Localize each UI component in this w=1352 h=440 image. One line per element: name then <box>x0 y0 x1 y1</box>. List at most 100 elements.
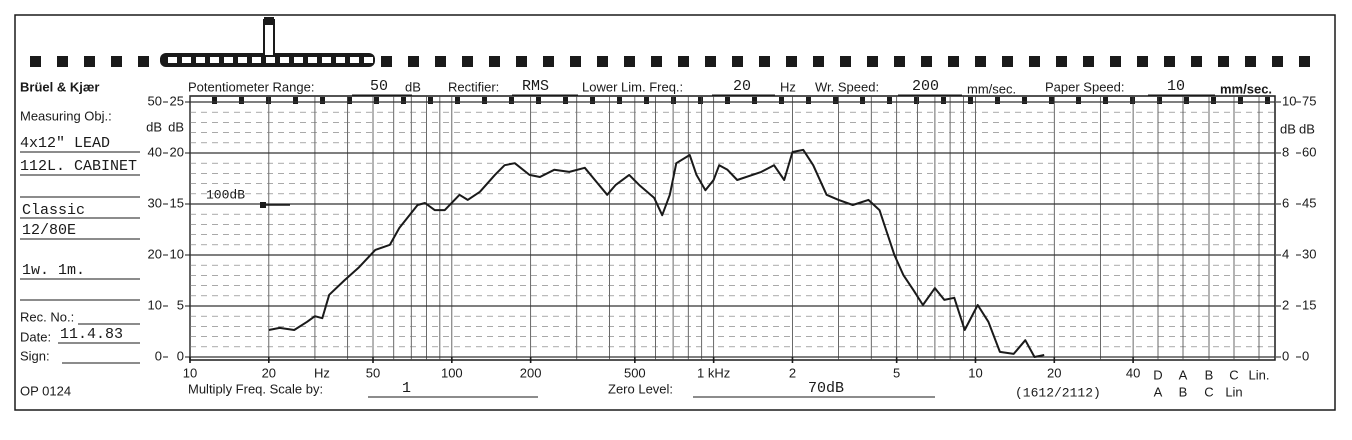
annotation-dot <box>260 202 266 208</box>
sprocket-hole <box>435 56 446 67</box>
obj-line: 112L. CABINET <box>20 158 137 175</box>
frame-notch <box>887 97 892 104</box>
y-tick-label-inner: 25 <box>170 93 184 108</box>
chain-window <box>196 57 205 63</box>
frame-notch <box>563 97 568 104</box>
mult-value: 1 <box>402 380 411 397</box>
x-tick-label: 50 <box>366 365 380 380</box>
frame-notch <box>1265 97 1270 104</box>
frame-notch <box>212 97 217 104</box>
chain-window <box>364 57 373 63</box>
frame-notch <box>860 97 865 104</box>
weighting-label-bottom: Lin <box>1225 384 1242 399</box>
frame-notch <box>320 97 325 104</box>
y-tick-label-inner: 0 <box>177 348 184 363</box>
sprocket-hole <box>30 56 41 67</box>
chain-window <box>350 57 359 63</box>
pot-unit: dB <box>405 79 421 94</box>
chain-window <box>308 57 317 63</box>
sprocket-hole <box>786 56 797 67</box>
obj-line: Classic <box>22 202 85 219</box>
obj-line: 12/80E <box>22 222 76 239</box>
chain-tab <box>263 19 275 57</box>
obj-line: 4x12" LEAD <box>20 135 110 152</box>
y2-tick-label: 10 <box>1282 93 1296 108</box>
sprocket-hole <box>1137 56 1148 67</box>
sprocket-hole <box>597 56 608 67</box>
sprocket-hole <box>489 56 500 67</box>
sprocket-hole <box>408 56 419 67</box>
frame-notch <box>1049 97 1054 104</box>
sprocket-hole <box>894 56 905 67</box>
frame-notch <box>995 97 1000 104</box>
frame-notch <box>455 97 460 104</box>
frame-notch <box>536 97 541 104</box>
zero-label: Zero Level: <box>608 381 673 396</box>
sprocket-hole <box>1218 56 1229 67</box>
sprocket-hole <box>57 56 68 67</box>
sprocket-hole <box>1164 56 1175 67</box>
pot-label: Potentiometer Range: <box>188 79 314 94</box>
sprocket-hole <box>1110 56 1121 67</box>
x-tick-label: 20 <box>262 365 276 380</box>
y2-tick-label: 4 <box>1282 246 1289 261</box>
x-tick-label: 20 <box>1047 365 1061 380</box>
llf-unit: Hz <box>780 79 796 94</box>
frame-notch <box>374 97 379 104</box>
weighting-label: B <box>1205 367 1214 382</box>
llf-label: Lower Lim. Freq.: <box>582 79 683 94</box>
ps-unit: mm/sec. <box>1220 81 1272 96</box>
x-unit: Hz <box>314 365 330 380</box>
x-tick-label: 5 <box>893 365 900 380</box>
y-tick-label-inner: 15 <box>170 195 184 210</box>
x-tick-label: 100 <box>441 365 463 380</box>
y-tick-label-outer: 10 <box>148 297 162 312</box>
x-tick-label: 500 <box>624 365 646 380</box>
frame-notch <box>1130 97 1135 104</box>
sprocket-hole <box>921 56 932 67</box>
y2-tick-label-outer: 30 <box>1302 246 1316 261</box>
response-curve <box>268 148 1045 358</box>
sprocket-hole <box>111 56 122 67</box>
chain-window <box>294 57 303 63</box>
x-tick-label: 10 <box>183 365 197 380</box>
sprocket-hole <box>678 56 689 67</box>
chain-window <box>238 57 247 63</box>
mult-label: Multiply Freq. Scale by: <box>188 381 323 396</box>
y-tick-label-inner: 5 <box>177 297 184 312</box>
y-unit-inner: dB <box>168 119 184 134</box>
weighting-label-bottom: C <box>1204 384 1213 399</box>
chain-window <box>252 57 261 63</box>
frame-notch <box>671 97 676 104</box>
form-code: OP 0124 <box>20 383 71 398</box>
wr-label: Wr. Speed: <box>815 79 879 94</box>
frame-notch <box>968 97 973 104</box>
wr-value: 200 <box>912 78 939 95</box>
rect-label: Rectifier: <box>448 79 499 94</box>
sprocket-hole <box>381 56 392 67</box>
sheet-border <box>14 14 1336 411</box>
y2-tick-label-outer: 0 <box>1302 348 1309 363</box>
ps-value: 10 <box>1167 78 1185 95</box>
x-tick-label: 2 <box>789 365 796 380</box>
frame-notch <box>644 97 649 104</box>
y-tick-label-inner: 10 <box>170 246 184 261</box>
sprocket-hole <box>1029 56 1040 67</box>
y-tick-label-outer: 0 <box>155 348 162 363</box>
y2-unit: dB <box>1280 121 1296 136</box>
chain-tab-top <box>264 17 274 25</box>
llf-value: 20 <box>733 78 751 95</box>
y-tick-label-outer: 50 <box>148 93 162 108</box>
sheet-code: (1612/2112) <box>1015 385 1101 400</box>
sprocket-hole <box>624 56 635 67</box>
frame-notch <box>1076 97 1081 104</box>
frame-notch <box>698 97 703 104</box>
sprocket-hole <box>462 56 473 67</box>
frame-notch <box>914 97 919 104</box>
pot-value: 50 <box>370 78 388 95</box>
x-tick-label: 10 <box>968 365 982 380</box>
y-tick-label-outer: 20 <box>148 246 162 261</box>
frame-notch <box>1022 97 1027 104</box>
